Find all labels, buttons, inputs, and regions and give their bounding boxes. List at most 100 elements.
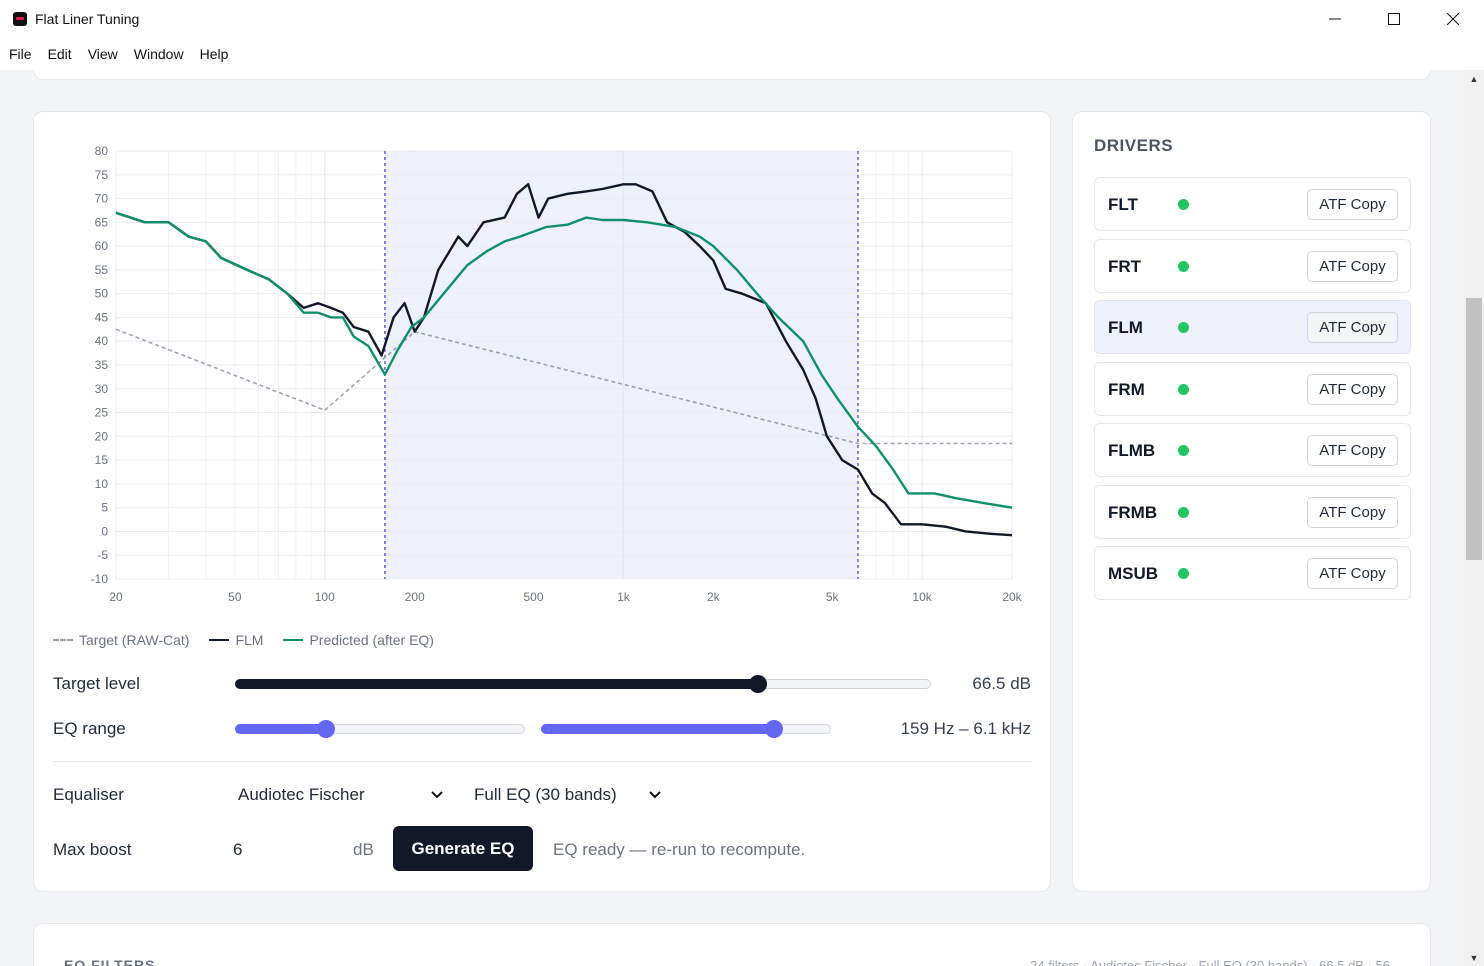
maximize-button[interactable] <box>1365 0 1423 38</box>
driver-row-flt[interactable]: FLT ATF Copy <box>1094 177 1411 231</box>
menu-view[interactable]: View <box>87 46 118 62</box>
eq-range-high-fill <box>541 724 773 734</box>
chevron-down-icon <box>431 791 443 799</box>
target-level-slider[interactable] <box>235 675 931 693</box>
eq-range-value: 159 Hz – 6.1 kHz <box>900 719 1031 738</box>
drivers-title: DRIVERS <box>1094 136 1174 155</box>
vertical-scrollbar[interactable]: ▲ ▼ <box>1464 70 1484 966</box>
driver-row-flmb[interactable]: FLMB ATF Copy <box>1094 423 1411 477</box>
target-level-value: 66.5 dB <box>972 674 1031 693</box>
x-tick-label: 20k <box>1002 590 1022 604</box>
atf-copy-button[interactable]: ATF Copy <box>1307 189 1398 220</box>
x-tick-label: 50 <box>228 590 242 604</box>
legend-label-predicted: Predicted (after EQ) <box>309 632 434 648</box>
maximize-icon <box>1388 13 1400 25</box>
max-boost-unit: dB <box>353 840 374 859</box>
y-tick-label: 40 <box>95 334 109 348</box>
app-logo-icon <box>13 12 27 26</box>
response-panel: 80 75 70 65 60 55 50 45 40 35 30 25 20 15 10 5 0 -5 -10 20 5… <box>33 111 1051 892</box>
eq-range-low-thumb[interactable] <box>316 720 335 738</box>
legend-label-target: Target (RAW-Cat) <box>79 632 190 648</box>
y-tick-label: 80 <box>95 144 109 158</box>
scroll-up-icon[interactable]: ▲ <box>1469 73 1479 84</box>
minimize-icon <box>1329 18 1341 20</box>
atf-copy-button[interactable]: ATF Copy <box>1307 496 1398 528</box>
target-level-label: Target level <box>53 674 140 693</box>
driver-name: FRT <box>1108 256 1142 276</box>
generate-eq-button[interactable]: Generate EQ <box>393 826 533 871</box>
driver-name: MSUB <box>1108 564 1159 583</box>
eq-range-label: EQ range <box>53 719 126 738</box>
eq-range-high-thumb[interactable] <box>765 720 783 738</box>
atf-copy-button[interactable]: ATF Copy <box>1307 558 1398 589</box>
equaliser-device-select[interactable]: Audiotec Fischer <box>238 785 448 805</box>
series-line-2 <box>115 211 1013 509</box>
chevron-down-icon <box>649 791 661 799</box>
y-tick-label: 30 <box>95 382 109 396</box>
status-dot-icon <box>1178 568 1189 579</box>
equaliser-mode-value: Full EQ (30 bands) <box>474 785 617 804</box>
y-tick-label: 50 <box>95 287 109 301</box>
eq-filters-card: EQ FILTERS 24 filters · Audiotec Fischer… <box>33 923 1431 966</box>
minimize-button[interactable] <box>1306 0 1364 38</box>
target-level-fill <box>235 679 757 689</box>
driver-row-frt[interactable]: FRT ATF Copy <box>1094 238 1411 293</box>
scroll-down-icon[interactable]: ▼ <box>1469 952 1479 963</box>
max-boost-label: Max boost <box>53 840 132 859</box>
x-tick-label: 100 <box>315 590 335 604</box>
series-line-1 <box>115 183 1013 537</box>
status-dot-icon <box>1178 199 1189 210</box>
atf-copy-button[interactable]: ATF Copy <box>1307 312 1398 343</box>
y-tick-label: 35 <box>95 358 109 372</box>
atf-copy-button[interactable]: ATF Copy <box>1307 435 1398 466</box>
legend-item-predicted: Predicted (after EQ) <box>283 632 434 648</box>
legend-item-flm: FLM <box>209 632 263 648</box>
menu-file[interactable]: File <box>9 46 32 62</box>
x-tick-label: 2k <box>707 590 721 604</box>
controls-divider <box>53 761 1032 762</box>
driver-name: FLT <box>1108 195 1138 214</box>
equaliser-label: Equaliser <box>53 785 124 804</box>
y-tick-label: 15 <box>95 453 109 467</box>
x-tick-label: 10k <box>912 590 932 604</box>
y-tick-label: 75 <box>95 168 109 182</box>
close-icon <box>1447 13 1459 25</box>
y-tick-label: 65 <box>95 215 109 229</box>
equaliser-device-value: Audiotec Fischer <box>238 785 365 804</box>
legend-label-flm: FLM <box>235 632 264 648</box>
main-content: 80 75 70 65 60 55 50 45 40 35 30 25 20 15 10 5 0 -5 -10 20 5… <box>0 70 1464 966</box>
eq-range-high-slider[interactable] <box>541 720 831 738</box>
legend-item-target: Target (RAW-Cat) <box>53 632 189 648</box>
driver-row-flm[interactable]: FLM ATF Copy <box>1094 300 1411 354</box>
status-dot-icon <box>1178 445 1189 456</box>
eq-range-low-fill <box>235 724 325 734</box>
equaliser-mode-select[interactable]: Full EQ (30 bands) <box>474 785 674 805</box>
y-tick-label: 0 <box>101 524 108 538</box>
menu-edit[interactable]: Edit <box>47 46 72 62</box>
status-dot-icon <box>1178 260 1189 272</box>
status-dot-icon <box>1178 506 1189 518</box>
driver-row-frmb[interactable]: FRMB ATF Copy <box>1094 484 1411 539</box>
target-level-thumb[interactable] <box>749 675 767 693</box>
eq-status-text: EQ ready — re-run to recompute. <box>553 840 806 859</box>
close-button[interactable] <box>1424 0 1482 38</box>
scrollbar-thumb[interactable] <box>1466 298 1482 560</box>
driver-row-frm[interactable]: FRM ATF Copy <box>1094 361 1411 416</box>
y-tick-label: 20 <box>95 429 109 443</box>
menu-window[interactable]: Window <box>133 46 184 62</box>
y-tick-label: -10 <box>91 572 109 586</box>
y-tick-label: 25 <box>95 406 109 420</box>
menu-help[interactable]: Help <box>199 46 229 62</box>
x-tick-label: 500 <box>524 590 544 604</box>
driver-name: FRMB <box>1108 502 1158 522</box>
legend-swatch-target <box>53 639 73 641</box>
driver-row-msub[interactable]: MSUB ATF Copy <box>1094 546 1411 600</box>
legend-swatch-predicted <box>283 639 304 641</box>
eq-range-low-slider[interactable] <box>235 720 525 738</box>
atf-copy-button[interactable]: ATF Copy <box>1307 373 1398 405</box>
drivers-panel: DRIVERS FLT ATF Copy FRT ATF Copy FLM ATF Cop… <box>1072 111 1431 892</box>
atf-copy-button[interactable]: ATF Copy <box>1307 250 1398 282</box>
eq-filters-title: EQ FILTERS <box>64 957 156 966</box>
max-boost-input[interactable]: 6 <box>233 840 243 859</box>
